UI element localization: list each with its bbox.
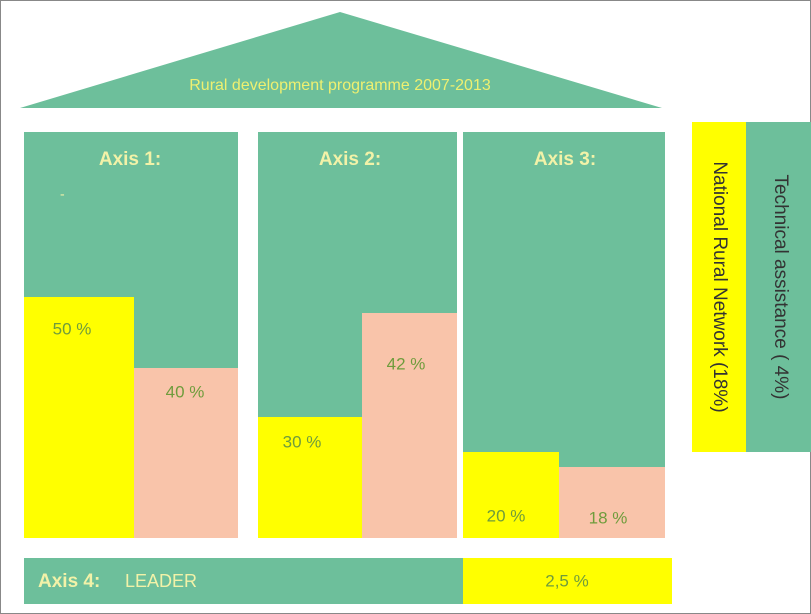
side-label: Technical assistance ( 4%)	[770, 175, 791, 400]
bar	[362, 313, 457, 538]
bar-label: 30 %	[283, 432, 322, 451]
axis4-bar	[24, 558, 463, 604]
bar	[258, 417, 362, 538]
axis4-title: Axis 4:	[38, 571, 100, 592]
bar	[24, 297, 134, 538]
bar-label: 40 %	[166, 382, 205, 401]
bar-label: 18 %	[589, 508, 628, 527]
side-panel	[746, 122, 811, 452]
axis-title: Axis 1:	[99, 149, 161, 170]
bar-label: 42 %	[387, 354, 426, 373]
side-panel	[692, 122, 746, 452]
roof-title: Rural development programme 2007-2013	[189, 77, 491, 94]
axis4-name: LEADER	[125, 571, 197, 591]
axis-title: Axis 3:	[534, 149, 596, 170]
bar-label: 20 %	[487, 506, 526, 525]
axis-note: -	[60, 186, 65, 202]
bar	[463, 452, 559, 538]
axis-title: Axis 2:	[319, 149, 381, 170]
bar-label: 50 %	[53, 319, 92, 338]
axis4-value: 2,5 %	[545, 571, 588, 590]
roof	[20, 12, 662, 108]
bar	[134, 368, 238, 538]
side-label: National Rural Network (18%)	[709, 161, 730, 412]
axis4-value-box	[463, 558, 672, 604]
bar	[559, 467, 665, 538]
